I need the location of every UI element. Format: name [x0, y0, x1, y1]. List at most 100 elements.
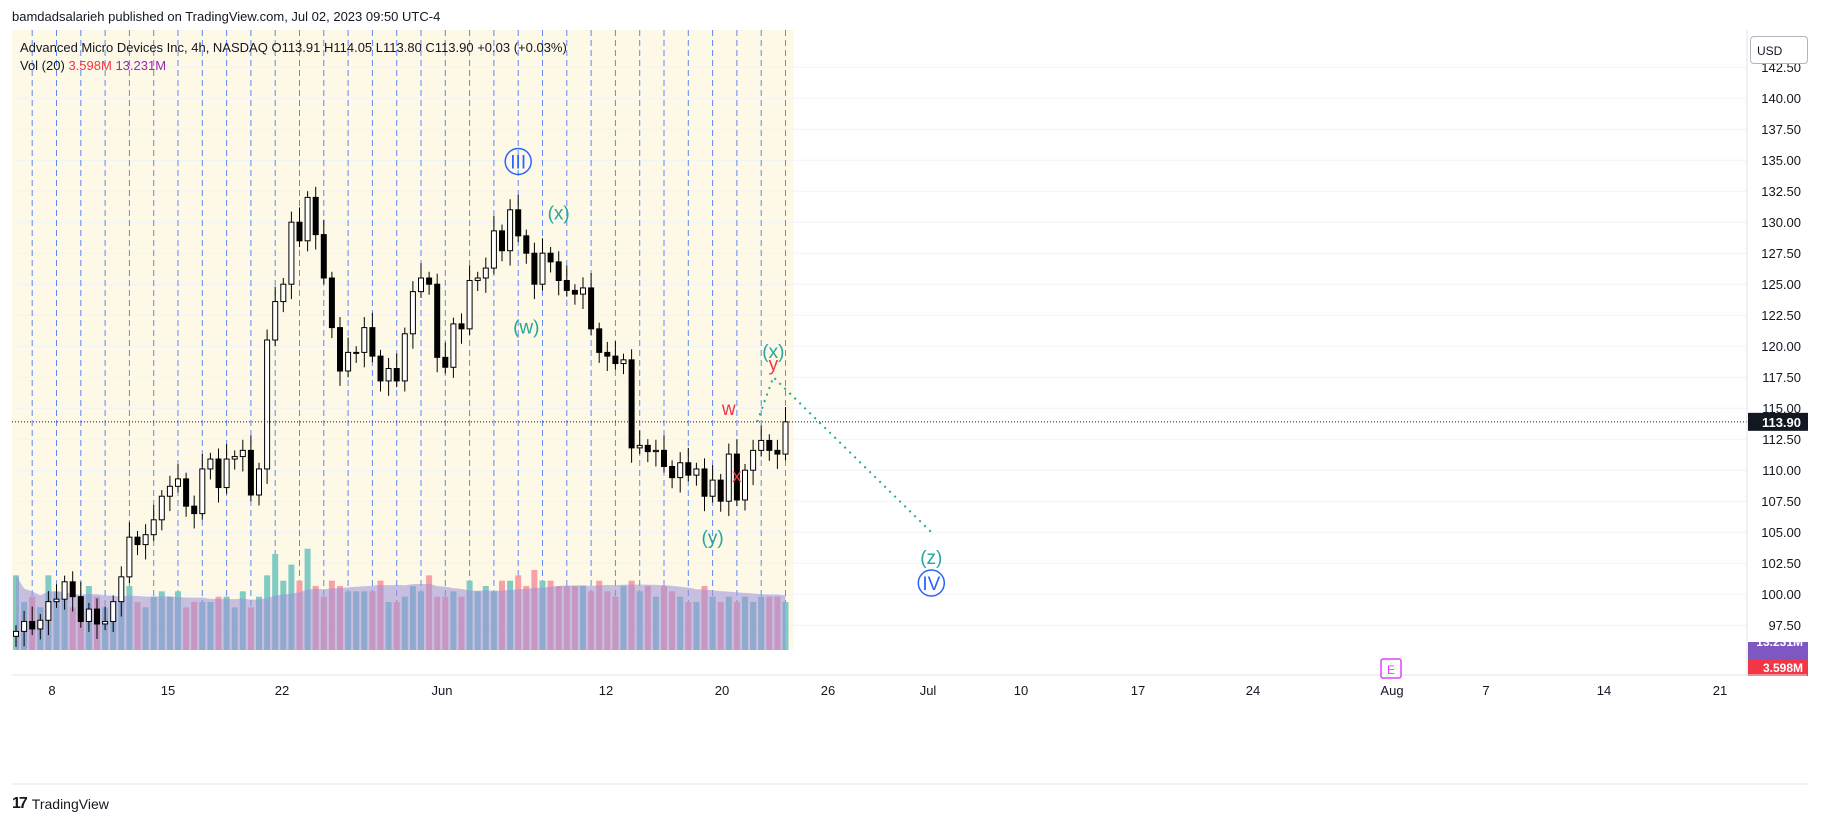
tradingview-footer[interactable]: 17 TradingView: [12, 795, 109, 813]
candle-body: [85, 608, 92, 622]
wave-label: IV: [922, 574, 940, 595]
candle-body: [652, 449, 659, 453]
candle-body: [94, 608, 100, 625]
volume-ma-area: [16, 575, 786, 650]
candle-body: [482, 267, 489, 279]
candle-body: [183, 478, 190, 507]
candle-body: [353, 351, 360, 354]
candle-body: [612, 355, 619, 365]
wave-label: III: [510, 152, 526, 173]
candle-body: [685, 462, 692, 476]
x-tick-label: Jul: [920, 683, 937, 698]
candle-body: [636, 444, 643, 449]
x-tick-label: 7: [1482, 683, 1489, 698]
candle-body: [434, 283, 441, 358]
candle-body: [490, 230, 497, 269]
candle-body: [150, 519, 157, 536]
y-tick-label: 122.50: [1761, 308, 1801, 323]
candle-body: [369, 327, 376, 357]
x-tick-label: 24: [1246, 683, 1260, 698]
wave-label: (z): [920, 548, 942, 569]
candle-body: [580, 287, 586, 295]
x-tick-label: 26: [821, 683, 835, 698]
y-tick-label: 120.00: [1761, 339, 1801, 354]
x-tick-label: Jun: [432, 683, 453, 698]
price-chart[interactable]: III(x)(w)(x)ywx(y)(z)IV97.50100.00102.50…: [12, 30, 1812, 785]
candle-body: [547, 252, 554, 263]
candle-body: [345, 351, 352, 372]
y-tick-label: 135.00: [1761, 153, 1801, 168]
candle-body: [515, 209, 522, 237]
candle-body: [142, 534, 149, 546]
candle-body: [231, 456, 238, 460]
wave-label: w: [721, 399, 736, 420]
y-tick-label: 112.50: [1762, 432, 1801, 447]
candle-body: [385, 368, 392, 382]
candle-body: [418, 277, 424, 293]
candle-body: [409, 291, 416, 335]
x-tick-label: 17: [1131, 683, 1145, 698]
candle-body: [669, 465, 676, 479]
candle-body: [466, 279, 473, 330]
wave-label-circle: [504, 147, 532, 176]
chart-area[interactable]: III (x) (w) (x) y w x (y) (z) IV 97.50 100.00 102.50…: [12, 30, 1812, 785]
candle-body: [742, 469, 748, 501]
candle-body: [191, 505, 198, 515]
candle-body: [401, 333, 408, 382]
vol-last-label: 3.598M: [1763, 661, 1803, 675]
vol-ma-badge: [1748, 642, 1808, 659]
candle-body: [69, 581, 76, 598]
wave-label: (w): [513, 317, 539, 338]
candle-body: [158, 495, 165, 521]
candle-body: [223, 458, 230, 489]
y-tick-label: 105.00: [1761, 525, 1801, 540]
candle-body: [709, 479, 716, 497]
candle-body: [758, 439, 765, 451]
candle-body: [531, 252, 538, 285]
candle-body: [571, 289, 578, 295]
candle-body: [207, 458, 214, 470]
candle-body: [661, 449, 667, 467]
candle-body: [45, 601, 52, 621]
candle-body: [215, 458, 222, 489]
wave-label: (x): [762, 342, 784, 363]
candle-body: [118, 576, 125, 603]
candle-body: [442, 356, 449, 368]
candle-body: [37, 619, 44, 630]
x-tick-label: 15: [161, 683, 175, 698]
y-tick-label: 140.00: [1761, 91, 1801, 106]
legend-vol-value: 3.598M: [68, 58, 112, 73]
tradingview-logo-icon: 17: [12, 795, 28, 812]
x-tick-label: 10: [1014, 683, 1028, 698]
currency-button[interactable]: USD: [1750, 36, 1808, 64]
candle-body: [328, 277, 335, 329]
candle-body: [377, 355, 384, 382]
candle-body: [426, 277, 433, 285]
candle-body: [644, 444, 651, 453]
legend-symbol[interactable]: Advanced Micro Devices Inc, 4h, NASDAQ: [20, 40, 268, 55]
candle-body: [29, 620, 36, 630]
last-price-label: 113.90: [1762, 415, 1801, 430]
candle-body: [199, 468, 206, 515]
last-price-badge: [1748, 412, 1808, 431]
y-tick-label: 117.50: [1762, 370, 1801, 385]
earnings-event-icon: [1380, 658, 1402, 679]
candle-body: [604, 351, 611, 357]
candle-body: [750, 449, 757, 471]
y-tick-label: 102.50: [1761, 556, 1801, 571]
candle-body: [296, 221, 303, 242]
candle-body: [239, 449, 246, 458]
candle-body: [474, 277, 481, 281]
candle-body: [620, 359, 627, 365]
x-tick-label: 8: [48, 683, 55, 698]
wave-label-circle: [917, 569, 946, 597]
legend-vol-label[interactable]: Vol (20): [20, 58, 65, 73]
x-tick-label: 12: [599, 683, 613, 698]
candle-body: [458, 323, 465, 330]
y-tick-label: 110.00: [1762, 463, 1801, 478]
wave-label: y: [769, 355, 779, 376]
candle-body: [361, 327, 368, 353]
candle-body: [264, 339, 271, 470]
y-tick-label: 127.50: [1761, 246, 1801, 261]
candle-body: [766, 439, 773, 451]
